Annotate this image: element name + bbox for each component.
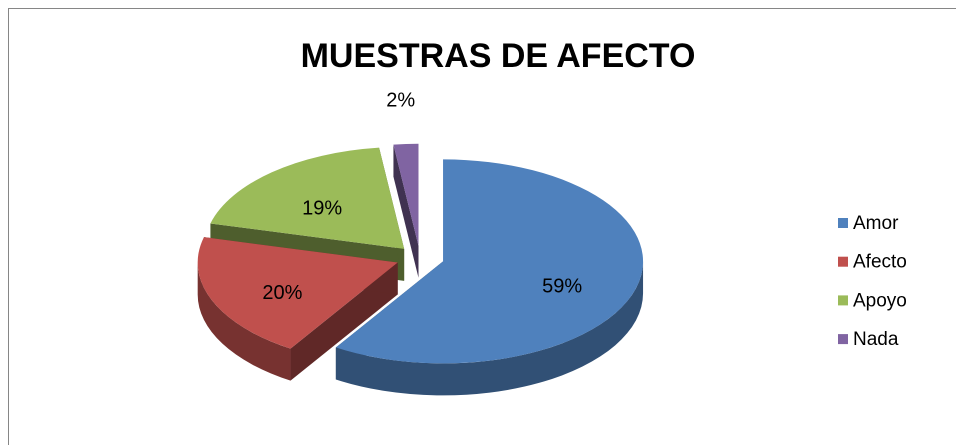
legend-swatch bbox=[838, 334, 848, 345]
slice-top bbox=[393, 143, 419, 246]
slice-top bbox=[210, 147, 405, 249]
pie bbox=[197, 143, 644, 396]
legend-swatch bbox=[838, 256, 848, 267]
data-label: 19% bbox=[302, 198, 342, 220]
data-label: 2% bbox=[386, 90, 415, 112]
data-label: 20% bbox=[262, 282, 302, 304]
legend-label: Afecto bbox=[853, 252, 907, 273]
legend-label: Apoyo bbox=[853, 290, 907, 311]
slice bbox=[335, 159, 644, 396]
slice bbox=[393, 143, 419, 278]
slice-top bbox=[197, 237, 398, 349]
slice-side bbox=[197, 262, 291, 381]
legend-label: Nada bbox=[853, 329, 899, 350]
legend-swatch bbox=[838, 295, 848, 306]
slice bbox=[197, 237, 398, 381]
slice-wall bbox=[290, 262, 398, 381]
data-label: 59% bbox=[542, 275, 582, 297]
legend-label: Amor bbox=[853, 213, 899, 234]
slice-wall bbox=[393, 144, 419, 278]
legend-swatch bbox=[838, 218, 848, 228]
slice-side bbox=[335, 261, 644, 396]
chart-title: MUESTRAS DE AFECTO bbox=[301, 37, 696, 75]
slice-top bbox=[335, 159, 644, 364]
